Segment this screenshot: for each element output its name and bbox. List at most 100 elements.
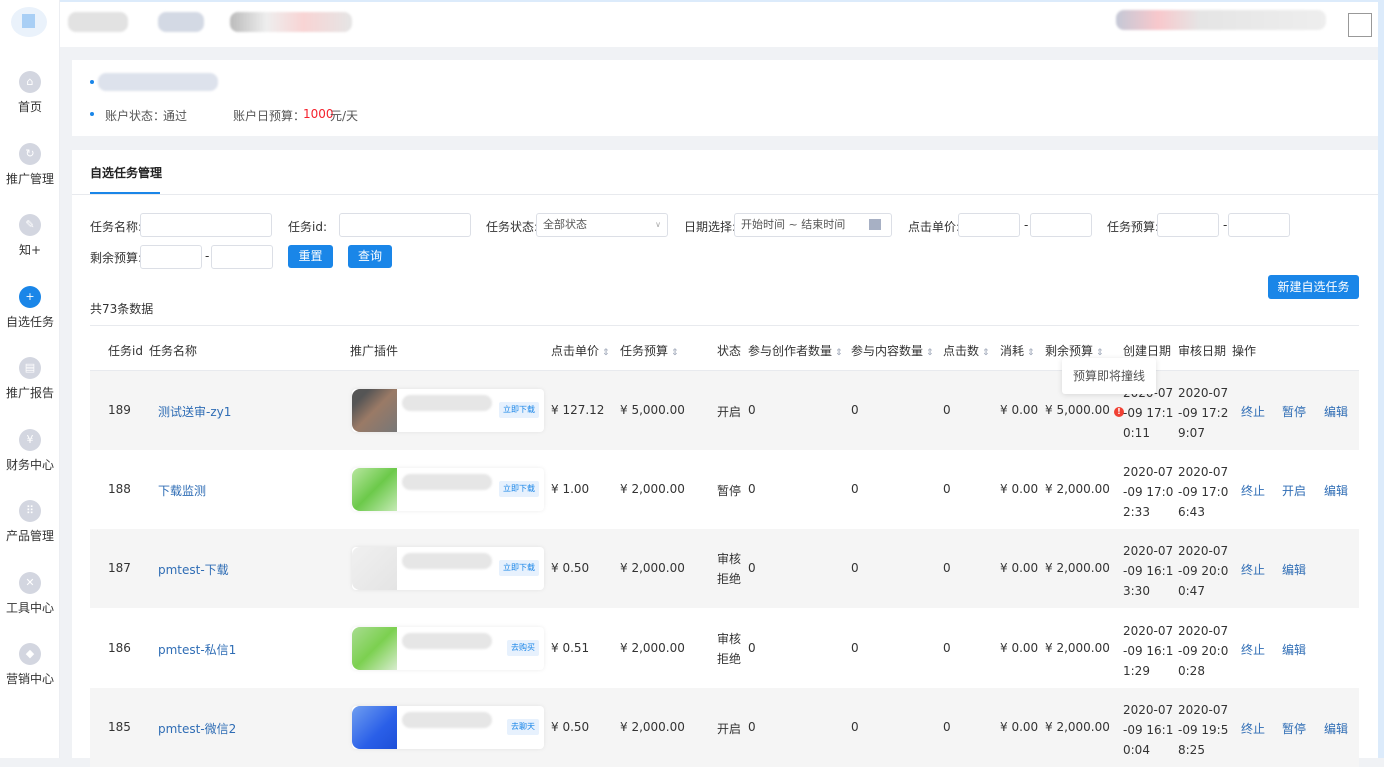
sort-icon[interactable]: ⇕ <box>1027 348 1035 358</box>
table-row: 186 pmtest-私信1 去购买 ¥ 0.51 ¥ 2,000.00 审核拒绝 0 0 0 ¥… <box>90 609 1359 688</box>
new-task-button[interactable]: 新建自选任务 <box>1268 275 1359 299</box>
sort-icon[interactable]: ⇕ <box>835 348 843 358</box>
remaining-budget-max-input[interactable] <box>211 245 273 269</box>
account-status-label: 账户状态： <box>105 109 166 123</box>
action-1[interactable]: 编辑 <box>1282 642 1307 657</box>
top-bar <box>60 2 1378 47</box>
task-id: 186 <box>108 640 131 655</box>
created-date-line: -09 17:1 <box>1123 406 1174 420</box>
action-0[interactable]: 终止 <box>1241 721 1266 736</box>
action-0[interactable]: 终止 <box>1241 642 1266 657</box>
sidebar-item-label: 营销中心 <box>5 672 54 686</box>
tab-task-management[interactable]: 自选任务管理 <box>90 166 163 180</box>
action-1[interactable]: 暂停 <box>1282 405 1307 419</box>
click-price: ¥ 0.50 <box>551 561 590 576</box>
task-name-link[interactable]: pmtest-私信1 <box>158 642 237 657</box>
total-count: 共73条数据 <box>90 302 154 316</box>
remaining-budget-min-input[interactable] <box>140 245 202 269</box>
task-id: 189 <box>108 403 131 417</box>
task-name-input[interactable] <box>140 213 272 237</box>
warning-icon[interactable]: ! <box>1113 407 1124 417</box>
creator-count: 0 <box>748 719 756 734</box>
action-1[interactable]: 暂停 <box>1282 721 1307 736</box>
sort-icon[interactable]: ⇕ <box>926 348 934 358</box>
reset-button[interactable]: 重置 <box>288 245 333 268</box>
sort-icon[interactable]: ⇕ <box>982 348 990 358</box>
column-header[interactable]: 消耗 ⇕ <box>1000 342 1035 359</box>
plugin-thumbnail <box>352 705 397 749</box>
task-id-input[interactable] <box>339 213 471 237</box>
action-2[interactable]: 编辑 <box>1324 721 1349 736</box>
query-button[interactable]: 查询 <box>348 245 392 268</box>
task-budget: ¥ 2,000.00 <box>620 719 685 734</box>
action-2[interactable]: 编辑 <box>1324 484 1349 499</box>
remaining-budget-value: ¥ 2,000.00 <box>1045 482 1110 497</box>
sidebar-item[interactable]: ¥ 财务中心 <box>0 428 60 473</box>
task-status-select[interactable]: 全部状态 ∨ <box>536 213 668 237</box>
creator-count: 0 <box>748 482 756 497</box>
date-range-picker[interactable]: 开始时间 ~ 结束时间 <box>734 213 892 237</box>
action-1[interactable]: 编辑 <box>1282 563 1307 578</box>
chevron-down-icon: ∨ <box>655 220 661 229</box>
column-header[interactable]: 剩余预算 ⇕ <box>1045 342 1104 359</box>
user-info[interactable] <box>1116 10 1326 30</box>
sort-icon[interactable]: ⇕ <box>671 348 679 358</box>
task-name-link[interactable]: 测试送审-zy1 <box>158 405 232 419</box>
promotion-icon: ↻ <box>19 142 41 165</box>
click-price: ¥ 0.50 <box>551 719 590 734</box>
column-header[interactable]: 点击单价 ⇕ <box>551 342 610 359</box>
sidebar-item[interactable]: ⠿ 产品管理 <box>0 500 60 544</box>
action-0[interactable]: 终止 <box>1241 484 1266 499</box>
blurred-plugin-text <box>402 711 492 728</box>
click-price-min-input[interactable] <box>958 213 1020 237</box>
sidebar-item-label: 工具中心 <box>5 600 54 615</box>
task-status: 审核拒绝 <box>717 552 742 587</box>
column-header-label: 剩余预算 <box>1045 344 1094 358</box>
task-name-label: 任务名称: <box>90 220 143 234</box>
click-price: ¥ 1.00 <box>551 482 590 497</box>
content-count: 0 <box>851 561 859 576</box>
marketing-icon: ◆ <box>19 643 41 665</box>
reviewed-date-line: 0:28 <box>1178 663 1205 678</box>
action-0[interactable]: 终止 <box>1241 563 1266 578</box>
remaining-budget-value: ¥ 5,000.00 <box>1045 403 1110 417</box>
action-1[interactable]: 开启 <box>1282 484 1307 499</box>
task-name-link[interactable]: 下载监测 <box>158 484 207 499</box>
cost: ¥ 0.00 <box>1000 640 1039 655</box>
column-header[interactable]: 参与内容数量 ⇕ <box>851 342 934 359</box>
plugin-preview: 立即下载 <box>352 468 544 512</box>
action-2[interactable]: 编辑 <box>1324 405 1349 419</box>
blurred-account-name <box>98 73 218 91</box>
sidebar-item[interactable]: ↻ 推广管理 <box>0 142 60 187</box>
sidebar-item[interactable]: ⌂ 首页 <box>0 71 60 115</box>
created-date: 2020-07 -09 16:1 0:04 <box>1123 700 1173 760</box>
column-header[interactable]: 点击数 ⇕ <box>943 342 990 359</box>
action-0[interactable]: 终止 <box>1241 405 1266 419</box>
reviewed-date-line: -09 20:0 <box>1178 643 1229 658</box>
sidebar-item[interactable]: ✎ 知+ <box>0 214 60 258</box>
task-name-link[interactable]: pmtest-下载 <box>158 563 229 578</box>
sidebar-item-label: 推广报告 <box>5 386 54 400</box>
plugin-thumbnail <box>352 626 397 670</box>
column-header-label: 点击数 <box>943 344 980 358</box>
click-price: ¥ 0.51 <box>551 640 590 655</box>
column-header[interactable]: 参与创作者数量 ⇕ <box>748 342 843 359</box>
sidebar-item[interactable]: + 自选任务 <box>0 285 60 330</box>
sidebar-item[interactable]: ✕ 工具中心 <box>0 571 60 616</box>
remaining-budget: ¥ 2,000.00 <box>1045 482 1110 496</box>
fullscreen-button[interactable] <box>1348 13 1372 37</box>
sort-icon[interactable]: ⇕ <box>602 348 610 358</box>
sidebar-item[interactable]: ▤ 推广报告 <box>0 357 60 401</box>
creator-count: 0 <box>748 640 756 655</box>
column-header-label: 审核日期 <box>1178 344 1227 358</box>
click-price-max-input[interactable] <box>1030 213 1092 237</box>
task-name-link[interactable]: pmtest-微信2 <box>158 721 237 736</box>
column-header: 状态 <box>717 342 741 359</box>
column-header[interactable]: 任务预算 ⇕ <box>620 342 679 359</box>
task-budget-min-input[interactable] <box>1157 213 1219 237</box>
created-date-line: 0:04 <box>1123 742 1150 757</box>
created-date-line: -09 17:0 <box>1123 485 1174 500</box>
task-budget-max-input[interactable] <box>1228 213 1290 237</box>
sort-icon[interactable]: ⇕ <box>1096 348 1104 358</box>
sidebar-item[interactable]: ◆ 营销中心 <box>0 643 60 687</box>
